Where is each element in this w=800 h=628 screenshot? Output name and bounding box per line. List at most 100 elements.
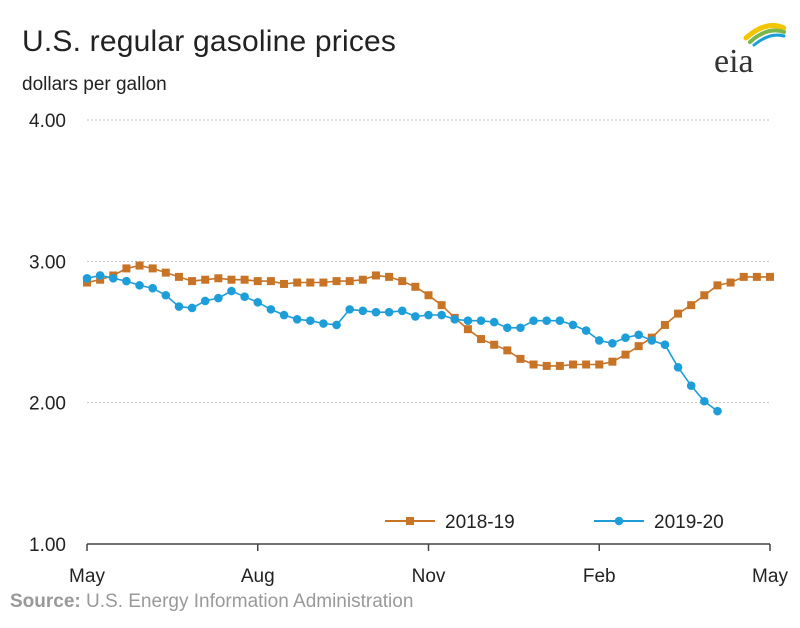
- data-point-2018-19: [674, 309, 683, 318]
- data-point-2018-19: [214, 274, 223, 283]
- data-point-2019-20: [489, 317, 499, 327]
- data-point-2018-19: [555, 361, 564, 370]
- data-point-2019-20: [594, 336, 604, 345]
- data-point-2019-20: [292, 314, 302, 324]
- legend-item-2019-20: 2019-20: [594, 512, 724, 533]
- data-point-2019-20: [161, 290, 171, 300]
- data-point-2019-20: [516, 323, 525, 333]
- data-point-2019-20: [673, 363, 683, 372]
- logo-text: eia: [714, 43, 754, 78]
- data-point-2019-20: [253, 298, 263, 307]
- x-tick-label: May: [69, 566, 105, 587]
- data-point-2018-19: [371, 271, 380, 280]
- data-point-2018-19: [122, 264, 131, 273]
- data-point-2019-20: [608, 339, 617, 348]
- logo-arc-green: [748, 28, 786, 44]
- x-tick-labels: May Aug Nov Feb May: [69, 566, 788, 587]
- source-note: Source: U.S. Energy Information Administ…: [10, 591, 413, 613]
- data-point-2018-19: [503, 346, 512, 355]
- data-point-2018-19: [463, 325, 472, 334]
- eia-logo: eia: [714, 23, 786, 78]
- data-point-2019-20: [214, 293, 223, 303]
- data-point-2019-20: [279, 310, 289, 320]
- data-point-2018-19: [739, 272, 748, 281]
- x-tick-label: May: [752, 566, 788, 587]
- data-point-2018-19: [766, 272, 774, 281]
- data-point-2019-20: [397, 306, 407, 316]
- data-point-2018-19: [424, 291, 433, 300]
- data-point-2019-20: [95, 271, 105, 280]
- legend-label: 2019-20: [654, 512, 724, 533]
- y-tick-label: 3.00: [29, 252, 66, 273]
- data-point-2019-20: [411, 312, 420, 321]
- data-point-2019-20: [305, 316, 315, 325]
- data-point-2018-19: [621, 350, 630, 359]
- data-point-2018-19: [595, 360, 604, 369]
- data-point-2019-20: [135, 281, 144, 290]
- y-tick-label: 4.00: [29, 111, 66, 132]
- data-point-2019-20: [634, 330, 643, 340]
- data-point-2019-20: [345, 305, 354, 314]
- data-point-2019-20: [266, 305, 276, 314]
- legend-label: 2018-19: [445, 512, 515, 533]
- data-point-2019-20: [463, 316, 473, 325]
- source-text: U.S. Energy Information Administration: [86, 591, 414, 612]
- data-point-2018-19: [201, 275, 210, 284]
- series-2019-20: [82, 271, 722, 416]
- y-tick-labels: 1.00 2.00 3.00 4.00: [29, 111, 66, 556]
- data-point-2019-20: [240, 292, 249, 301]
- data-point-2018-19: [398, 277, 407, 286]
- data-point-2018-19: [253, 277, 262, 286]
- legend-item-2018-19: 2018-19: [385, 512, 515, 533]
- x-tick-label: Aug: [241, 566, 275, 587]
- data-point-2019-20: [568, 320, 578, 330]
- data-point-2019-20: [476, 316, 486, 325]
- x-tick-label: Feb: [583, 566, 616, 587]
- y-tick-label: 2.00: [29, 394, 66, 415]
- data-point-2018-19: [385, 272, 394, 281]
- data-point-2019-20: [647, 336, 657, 345]
- data-point-2018-19: [135, 261, 144, 270]
- data-point-2019-20: [660, 340, 670, 350]
- data-point-2019-20: [358, 306, 368, 316]
- x-tick-label: Nov: [412, 566, 446, 587]
- data-point-2018-19: [516, 354, 525, 363]
- data-point-2018-19: [319, 278, 328, 287]
- data-point-2018-19: [582, 360, 591, 369]
- data-point-2019-20: [686, 381, 696, 391]
- data-point-2018-19: [293, 278, 302, 287]
- data-point-2018-19: [608, 357, 617, 366]
- data-point-2019-20: [700, 396, 709, 406]
- data-point-2018-19: [752, 272, 761, 281]
- y-tick-label: 1.00: [29, 535, 66, 556]
- data-point-2018-19: [280, 279, 289, 288]
- data-point-2019-20: [371, 307, 381, 317]
- data-point-2019-20: [332, 320, 341, 330]
- data-point-2019-20: [122, 276, 131, 286]
- data-point-2018-19: [188, 277, 197, 286]
- logo-arc-yellow: [743, 23, 786, 41]
- data-point-2019-20: [555, 316, 565, 325]
- series-line-2019-20: [86, 274, 718, 412]
- data-point-2018-19: [345, 277, 354, 286]
- data-point-2018-19: [148, 264, 157, 273]
- data-point-2018-19: [687, 301, 696, 310]
- data-point-2018-19: [227, 275, 236, 284]
- data-point-2019-20: [450, 314, 460, 324]
- data-point-2019-20: [437, 310, 446, 320]
- gridlines: [87, 119, 770, 404]
- data-point-2018-19: [490, 340, 499, 349]
- data-point-2019-20: [148, 283, 157, 293]
- legend-swatch-marker: [406, 517, 414, 525]
- data-point-2019-20: [82, 273, 92, 283]
- data-point-2018-19: [437, 301, 446, 310]
- data-point-2018-19: [660, 320, 669, 329]
- data-point-2018-19: [306, 278, 315, 287]
- data-point-2019-20: [424, 310, 433, 320]
- data-point-2019-20: [503, 323, 512, 333]
- data-point-2018-19: [332, 277, 341, 286]
- data-point-2019-20: [713, 406, 722, 416]
- data-point-2018-19: [240, 275, 249, 284]
- data-point-2018-19: [411, 282, 420, 291]
- source-label: Source:: [10, 591, 81, 612]
